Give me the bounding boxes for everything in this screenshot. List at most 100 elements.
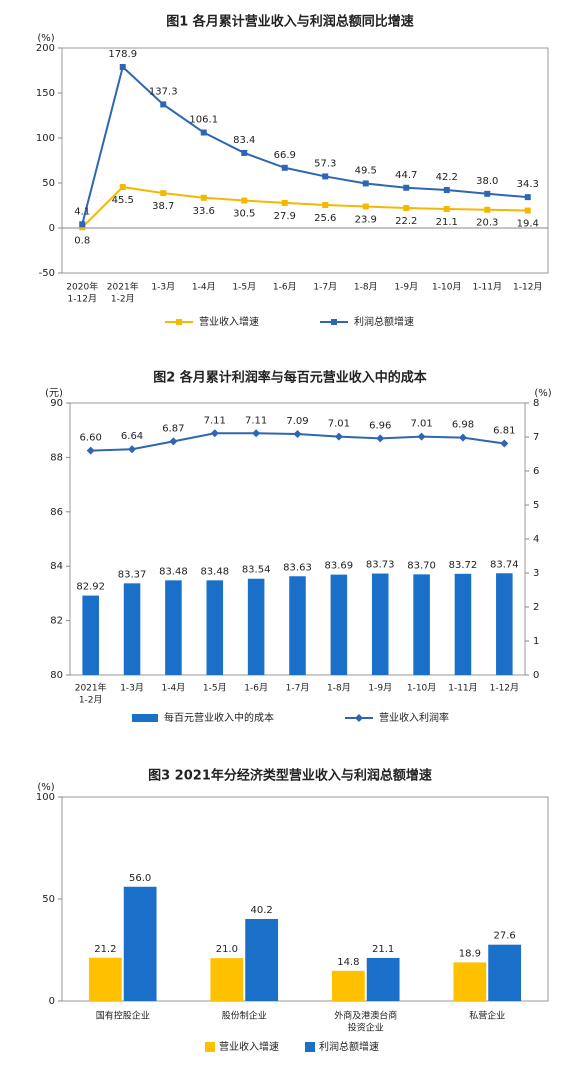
chart-title: 图3 2021年分经济类型营业收入与利润总额增速 xyxy=(148,768,432,784)
data-label: 6.60 xyxy=(80,433,102,444)
bar xyxy=(453,962,487,1001)
marker xyxy=(128,445,137,454)
data-label: 7.09 xyxy=(286,416,308,427)
data-label: 7.01 xyxy=(328,419,350,430)
data-label: 6.98 xyxy=(452,420,474,431)
bar xyxy=(82,595,99,675)
marker xyxy=(500,439,509,448)
x-tick-label: 2021年 xyxy=(75,682,107,694)
data-label: 6.87 xyxy=(162,423,184,434)
bar xyxy=(488,944,522,1001)
data-label: 33.6 xyxy=(193,206,215,217)
y-tick-label: 82 xyxy=(50,616,63,627)
y-tick-label: 90 xyxy=(50,398,63,409)
x-tick-label: 1-12月 xyxy=(513,282,542,293)
x-tick-label: 1-8月 xyxy=(327,683,351,694)
data-label: 7.11 xyxy=(245,415,267,426)
data-label: 82.92 xyxy=(76,582,105,593)
data-label: 18.9 xyxy=(459,948,481,959)
marker xyxy=(403,205,410,212)
data-label: 83.48 xyxy=(200,566,229,577)
x-tick-label: 1-10月 xyxy=(432,282,461,293)
bar xyxy=(165,580,182,675)
data-label: 34.3 xyxy=(517,179,539,190)
data-label: 66.9 xyxy=(274,150,296,161)
bar xyxy=(366,957,400,1001)
bar xyxy=(123,583,141,675)
data-label: 22.2 xyxy=(395,216,417,227)
data-label: 56.0 xyxy=(129,873,151,884)
data-label: 21.0 xyxy=(216,944,238,955)
bar xyxy=(123,886,157,1001)
bar xyxy=(496,573,513,675)
y-tick-label: 200 xyxy=(36,43,55,54)
y-tick-label: 84 xyxy=(50,561,63,572)
data-label: 27.6 xyxy=(494,931,516,942)
data-label: 6.81 xyxy=(493,425,515,436)
x-tick-label: 1-3月 xyxy=(120,683,144,694)
marker xyxy=(252,429,261,438)
legend-label: 利润总额增速 xyxy=(319,1040,379,1053)
x-tick-label: 国有控股企业 xyxy=(96,1010,150,1022)
marker xyxy=(281,164,288,171)
marker xyxy=(160,190,167,197)
x-tick-label: 1-6月 xyxy=(244,683,268,694)
marker xyxy=(355,714,363,722)
marker xyxy=(119,63,126,70)
marker xyxy=(403,184,410,191)
data-label: 21.1 xyxy=(436,217,458,228)
x-tick-label: 投资企业 xyxy=(348,1022,384,1034)
y2-tick-label: 7 xyxy=(533,432,539,443)
x-tick-label: 外商及港澳台商 xyxy=(334,1010,397,1022)
data-label: 44.7 xyxy=(395,170,417,181)
x-tick-label: 1-11月 xyxy=(448,683,477,694)
marker xyxy=(443,187,450,194)
y-axis-unit: (%) xyxy=(37,782,54,793)
legend-label: 利润总额增速 xyxy=(354,315,414,328)
data-label: 83.54 xyxy=(242,565,271,576)
x-tick-label: 1-9月 xyxy=(368,683,392,694)
data-label: 83.48 xyxy=(159,566,188,577)
x-tick-label: 1-5月 xyxy=(232,282,256,293)
x-tick-label: 1-12月 xyxy=(68,294,97,305)
y-tick-label: 88 xyxy=(50,452,63,463)
marker xyxy=(362,180,369,187)
marker xyxy=(443,206,450,213)
data-label: 6.96 xyxy=(369,420,391,431)
y2-tick-label: 6 xyxy=(533,466,539,477)
y-tick-label: 86 xyxy=(50,507,63,518)
legend-swatch xyxy=(305,1042,315,1052)
x-tick-label: 2020年 xyxy=(66,281,98,293)
legend-swatch xyxy=(205,1042,215,1052)
y-tick-label: 80 xyxy=(50,670,63,681)
data-label: 137.3 xyxy=(149,86,178,97)
y-tick-label: 50 xyxy=(42,894,55,905)
marker xyxy=(281,199,288,206)
y2-tick-label: 8 xyxy=(533,398,539,409)
marker xyxy=(79,221,86,228)
data-label: 6.64 xyxy=(121,431,143,442)
marker xyxy=(376,434,385,443)
data-label: 83.73 xyxy=(366,560,395,571)
marker xyxy=(293,429,302,438)
y-tick-label: 150 xyxy=(36,88,55,99)
x-tick-label: 1-8月 xyxy=(354,282,378,293)
x-tick-label: 1-6月 xyxy=(273,282,297,293)
data-label: 83.70 xyxy=(407,560,436,571)
y-tick-label: 0 xyxy=(49,996,55,1007)
data-label: 14.8 xyxy=(337,957,359,968)
marker xyxy=(160,101,167,108)
bar xyxy=(371,573,389,675)
x-tick-label: 2021年 xyxy=(107,281,139,293)
marker xyxy=(210,429,219,438)
y2-axis-unit: (%) xyxy=(534,388,551,399)
legend-label: 营业收入增速 xyxy=(219,1040,279,1053)
marker xyxy=(334,432,343,441)
y2-tick-label: 2 xyxy=(533,602,539,613)
x-tick-label: 1-11月 xyxy=(473,282,502,293)
y2-tick-label: 1 xyxy=(533,636,539,647)
bar xyxy=(88,957,122,1001)
data-label: 49.5 xyxy=(355,165,377,176)
